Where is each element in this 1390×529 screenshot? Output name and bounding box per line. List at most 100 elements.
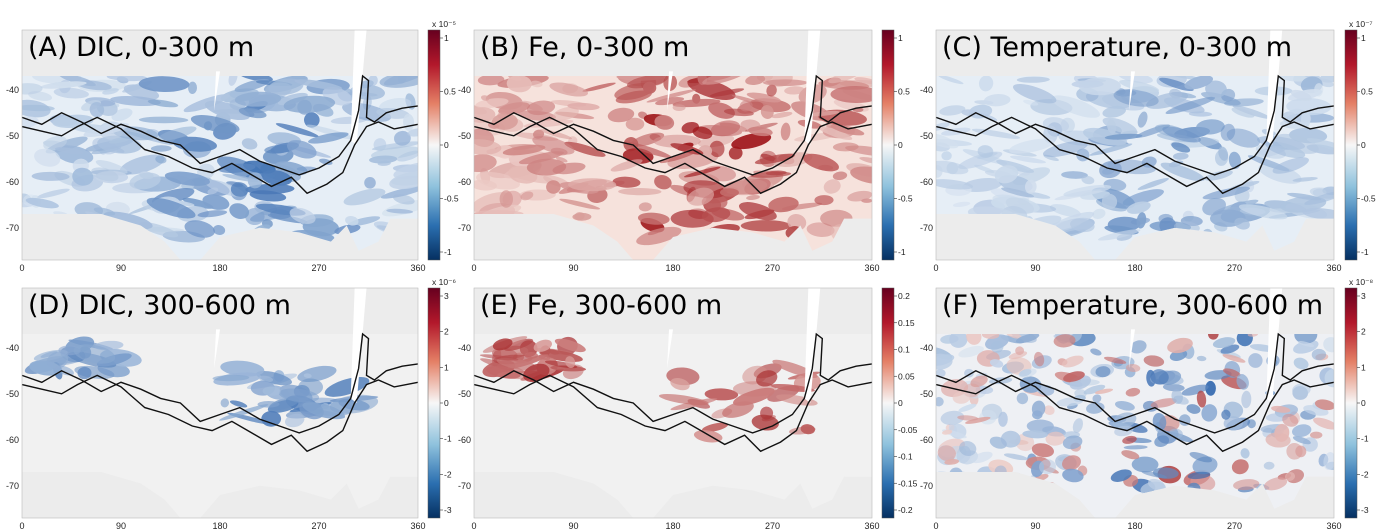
y-tick-label: -60	[920, 435, 933, 445]
colorbar-tick-label: 0.2	[898, 291, 910, 301]
colorbar-tick-label: 0	[1361, 398, 1366, 408]
x-tick-label: 360	[410, 521, 425, 529]
colorbar-exponent: x 10⁻⁸	[1349, 277, 1374, 287]
colorbar-tick-label: 0	[898, 398, 903, 408]
colorbar-tick-label: 0	[898, 140, 903, 150]
panel-e: 0 90 180 270 360 -40 -50 -60 -70 (E) Fe, 300-600 …	[458, 287, 918, 529]
colorbar-tick-label: -2	[444, 469, 452, 479]
field-pattern	[24, 336, 379, 428]
field-pattern	[479, 336, 821, 443]
x-tick-label: 90	[1030, 521, 1040, 529]
land-strip	[350, 288, 367, 403]
x-tick-label: 270	[1227, 521, 1242, 529]
colorbar	[427, 29, 441, 261]
panel-title: (B) Fe, 0-300 m	[480, 32, 689, 63]
front-line-south	[935, 374, 1335, 453]
plot-frame	[473, 29, 873, 261]
front-line-north	[21, 74, 419, 176]
colorbar-tick-label: -0.1	[898, 452, 913, 462]
panel-title: (C) Temperature, 0-300 m	[942, 32, 1292, 63]
x-tick-label: 90	[116, 521, 126, 529]
plot-frame	[21, 29, 419, 261]
front-line-north	[473, 74, 873, 176]
y-tick-label: -60	[458, 177, 471, 187]
land-strip	[1266, 288, 1283, 403]
front-line-south	[935, 116, 1335, 195]
y-tick-label: -40	[458, 85, 471, 95]
x-tick-label: 180	[212, 263, 227, 273]
x-tick-label: 360	[410, 263, 425, 273]
colorbar-tick-label: 0.15	[898, 318, 915, 328]
x-tick-label: 270	[1227, 263, 1242, 273]
y-tick-label: -60	[6, 435, 19, 445]
y-tick-label: -70	[920, 481, 933, 491]
front-line-south	[473, 374, 873, 453]
field-pattern	[22, 76, 418, 244]
colorbar-tick-label: 2	[1361, 327, 1366, 337]
front-line-south	[473, 116, 873, 195]
panel-f: 0 90 180 270 360 -40 -50 -60 -70 (F) Temperature,…	[920, 277, 1374, 529]
colorbar-tick-label: -3	[444, 505, 452, 515]
colorbar-tick-label: -3	[1361, 505, 1369, 515]
colorbar	[1344, 29, 1358, 261]
y-tick-label: -60	[6, 177, 19, 187]
x-tick-label: 270	[765, 521, 780, 529]
colorbar-tick-label: 0	[1361, 140, 1366, 150]
plot-frame	[935, 29, 1335, 261]
colorbar-tick-label: 3	[1361, 291, 1366, 301]
front-line-north	[935, 332, 1335, 434]
y-tick-label: -70	[458, 481, 471, 491]
land-strip	[350, 30, 367, 145]
land-strip	[1266, 30, 1283, 145]
y-tick-label: -70	[920, 223, 933, 233]
x-tick-label: 270	[311, 263, 326, 273]
field-pattern	[936, 334, 1334, 499]
y-tick-label: -70	[458, 223, 471, 233]
colorbar-tick-label: 1	[898, 33, 903, 43]
panel-title: (F) Temperature, 300-600 m	[942, 290, 1323, 321]
x-tick-label: 90	[568, 263, 578, 273]
x-tick-label: 0	[933, 521, 938, 529]
land-strip	[667, 329, 673, 369]
x-tick-label: 0	[19, 521, 24, 529]
colorbar-tick-label: 0	[444, 398, 449, 408]
colorbar	[427, 287, 441, 519]
x-tick-label: 270	[311, 521, 326, 529]
land-strip	[214, 329, 220, 369]
x-tick-label: 90	[116, 263, 126, 273]
colorbar-tick-label: -1	[444, 434, 452, 444]
colorbar-exponent: x 10⁻⁷	[1349, 19, 1373, 29]
colorbar-tick-label: 0.1	[898, 345, 910, 355]
colorbar-tick-label: -0.15	[898, 478, 918, 488]
y-tick-label: -50	[920, 131, 933, 141]
x-tick-label: 90	[1030, 263, 1040, 273]
x-tick-label: 360	[864, 521, 879, 529]
colorbar-tick-label: 0.5	[444, 87, 456, 97]
panel-a: 0 90 180 270 360 -40 -50 -60 -70 (A) DIC, 0-300 m…	[6, 19, 459, 273]
colorbar-tick-label: -0.5	[444, 194, 459, 204]
colorbar-tick-label: 1	[444, 362, 449, 372]
y-tick-label: -60	[458, 435, 471, 445]
colorbar-exponent: x 10⁻⁵	[432, 19, 456, 29]
colorbar	[881, 287, 895, 519]
front-line-south	[21, 116, 419, 195]
land-strip	[1129, 329, 1135, 369]
front-line-north	[473, 332, 873, 434]
y-tick-label: -40	[920, 343, 933, 353]
plot-frame	[21, 287, 419, 519]
x-tick-label: 180	[1127, 521, 1142, 529]
x-tick-label: 270	[765, 263, 780, 273]
colorbar-tick-label: 3	[444, 291, 449, 301]
x-tick-label: 180	[212, 521, 227, 529]
colorbar-tick-label: -1	[1361, 247, 1369, 257]
x-tick-label: 180	[1127, 263, 1142, 273]
panel-b: 0 90 180 270 360 -40 -50 -60 -70 (B) Fe, 0-300 m 1…	[458, 29, 913, 273]
panel-title: (E) Fe, 300-600 m	[480, 290, 722, 321]
colorbar-tick-label: 0.5	[898, 87, 910, 97]
x-tick-label: 90	[568, 521, 578, 529]
x-tick-label: 360	[1326, 521, 1341, 529]
y-tick-label: -50	[6, 389, 19, 399]
y-tick-label: -40	[6, 85, 19, 95]
colorbar-exponent: x 10⁻⁶	[432, 277, 456, 287]
